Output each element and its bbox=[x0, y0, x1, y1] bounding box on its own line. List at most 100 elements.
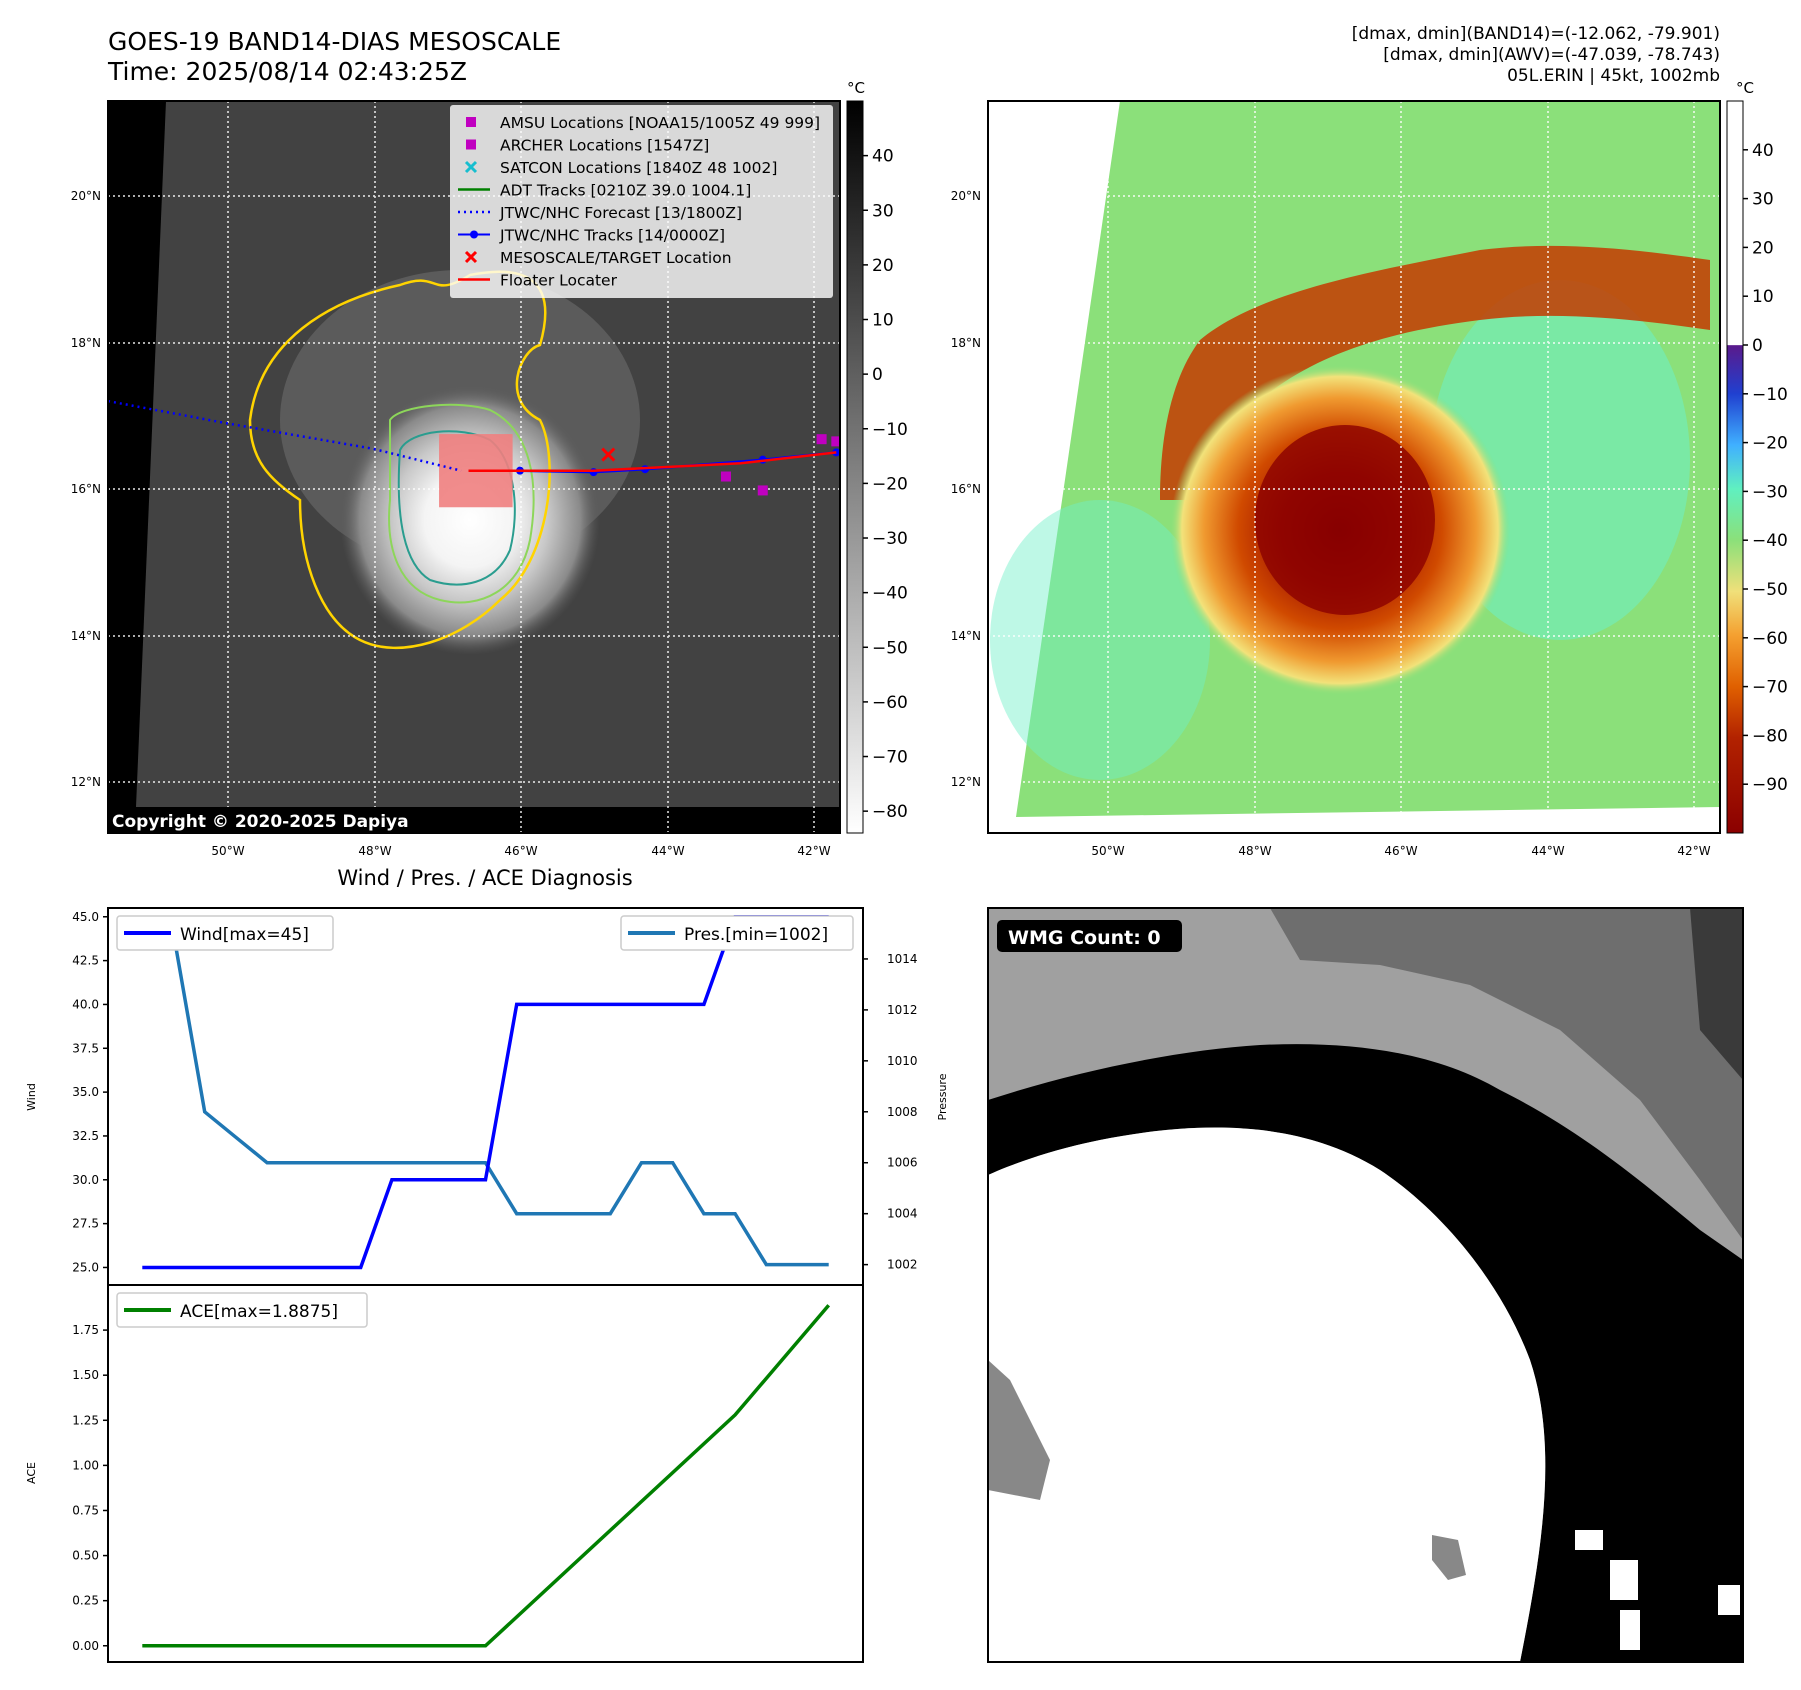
colorbar-gray-tick-label: −70 bbox=[872, 748, 908, 768]
pressure-tick-label: 1004 bbox=[887, 1207, 918, 1221]
wind-tick-label: 42.5 bbox=[72, 954, 99, 968]
legend-label: JTWC/NHC Forecast [13/1800Z] bbox=[499, 204, 742, 222]
ace-series-line bbox=[142, 1304, 831, 1648]
lon-tick-label: 50°W bbox=[1091, 844, 1124, 858]
wmg-black-band bbox=[988, 1044, 1743, 1662]
colorbar-gray-tick-label: −10 bbox=[872, 420, 908, 440]
wind-pressure-chart: 45.0 42.5 40.0 37.5 35.0 32.5 30.0 27.5 25.0 1014… bbox=[25, 907, 949, 1286]
wind-series-line bbox=[142, 915, 829, 1270]
colorbar-color-tick-label: −50 bbox=[1752, 580, 1788, 600]
ace-tick-label: 0.75 bbox=[72, 1503, 99, 1517]
lat-tick-label: 20°N bbox=[71, 189, 101, 203]
colorbar-color-tick-label: −40 bbox=[1752, 531, 1788, 551]
colorbar-color-tick-label: −10 bbox=[1752, 385, 1788, 405]
wind-chart-frame bbox=[107, 907, 864, 1286]
lat-tick-label: 12°N bbox=[71, 775, 101, 789]
wind-tick-label: 25.0 bbox=[72, 1260, 99, 1274]
figure-title: GOES-19 BAND14-DIAS MESOSCALE bbox=[108, 27, 561, 56]
wmg-white-fleck bbox=[1620, 1610, 1640, 1650]
lon-tick-label: 48°W bbox=[1238, 844, 1271, 858]
ace-tick-label: 1.75 bbox=[72, 1323, 99, 1337]
colorbar-color-tick-label: −80 bbox=[1752, 726, 1788, 746]
legend-item: AMSU Locations [NOAA15/1005Z 49 999] bbox=[466, 114, 820, 132]
ace-tick-label: 1.25 bbox=[72, 1413, 99, 1427]
wmg-white-fleck bbox=[1718, 1585, 1740, 1615]
colorbar-color-tick-label: −20 bbox=[1752, 434, 1788, 454]
pressure-axis-label: Pressure bbox=[936, 1073, 949, 1120]
pressure-tick-label: 1010 bbox=[887, 1054, 918, 1068]
lat-tick-label: 18°N bbox=[71, 336, 101, 350]
legend-label: SATCON Locations [1840Z 48 1002] bbox=[500, 159, 777, 177]
colorbar-gray-tick-label: −80 bbox=[872, 802, 908, 822]
wmg-frame bbox=[987, 907, 1744, 1663]
lat-tick-label: 14°N bbox=[951, 629, 981, 643]
ace-tick-label: 0.00 bbox=[72, 1639, 99, 1653]
ace-tick-label: 1.00 bbox=[72, 1458, 99, 1472]
colorbar-color: °C 40 30 20 10 0 −10 −20 −30 −40 −50 −60 −70 −80 −90 bbox=[1726, 79, 1788, 834]
map-legend: AMSU Locations [NOAA15/1005Z 49 999] ARCH… bbox=[450, 105, 833, 298]
ace-tick-label: 0.50 bbox=[72, 1549, 99, 1563]
spiral-band-color bbox=[1160, 245, 1710, 500]
wmg-count-label: WMG Count: 0 bbox=[1008, 927, 1161, 949]
legend-item: Floater Locater bbox=[458, 272, 618, 290]
colorbar-gray-tick-label: −50 bbox=[872, 638, 908, 658]
legend-item: ARCHER Locations [1547Z] bbox=[466, 137, 709, 155]
moist-area-left bbox=[990, 500, 1210, 780]
amsu-archer-marker bbox=[720, 471, 731, 482]
ace-tick-label: 0.25 bbox=[72, 1594, 99, 1608]
wind-legend: Wind[max=45] bbox=[116, 915, 334, 951]
lon-tick-label: 48°W bbox=[358, 844, 391, 858]
wmg-count-badge bbox=[997, 920, 1182, 952]
wind-legend-box bbox=[116, 915, 334, 951]
map-band14-tracks bbox=[108, 399, 840, 508]
wmg-white-fleck bbox=[1610, 1560, 1638, 1600]
legend-square-icon bbox=[466, 139, 476, 150]
colorbar-color-tick-label: 40 bbox=[1752, 141, 1774, 161]
pressure-legend-label: Pres.[min=1002] bbox=[684, 925, 828, 945]
colorbar-gray-tick-label: 10 bbox=[872, 311, 894, 331]
lat-tick-label: 14°N bbox=[71, 629, 101, 643]
lon-tick-label: 44°W bbox=[651, 844, 684, 858]
colorbar-gray: °C 40 30 20 10 0 −10 −20 −30 −40 −50 −60 −70 −80 bbox=[846, 79, 908, 834]
lon-tick-label: 46°W bbox=[1384, 844, 1417, 858]
wmg-dark-gray-region bbox=[1270, 908, 1743, 1240]
legend-x-icon bbox=[464, 160, 478, 174]
colorbar-color-tick-label: 0 bbox=[1752, 336, 1763, 356]
colorbar-gray-tick-label: −60 bbox=[872, 693, 908, 713]
floater-track-line bbox=[468, 451, 837, 472]
amsu-archer-marker bbox=[757, 485, 768, 496]
legend-label: JTWC/NHC Tracks [14/0000Z] bbox=[499, 227, 725, 245]
legend-x-icon bbox=[464, 250, 478, 264]
stats-band14: [dmax, dmin](BAND14)=(-12.062, -79.901) bbox=[1352, 24, 1720, 44]
legend-item: ADT Tracks [0210Z 39.0 1004.1] bbox=[458, 182, 751, 200]
ace-legend-label: ACE[max=1.8875] bbox=[180, 1302, 338, 1322]
colorbar-color-tick-label: −70 bbox=[1752, 678, 1788, 698]
lon-tick-label: 42°W bbox=[797, 844, 830, 858]
legend-item: JTWC/NHC Tracks [14/0000Z] bbox=[458, 227, 725, 245]
stats-awv: [dmax, dmin](AWV)=(-47.039, -78.743) bbox=[1383, 45, 1720, 65]
colorbar-gray-unit: °C bbox=[847, 79, 865, 97]
lat-tick-label: 16°N bbox=[951, 482, 981, 496]
legend-square-icon bbox=[466, 117, 476, 127]
ace-tick-label: 1.50 bbox=[72, 1368, 99, 1382]
legend-label: AMSU Locations [NOAA15/1005Z 49 999] bbox=[500, 114, 820, 132]
colorbar-color-tick-label: 30 bbox=[1752, 190, 1774, 210]
contour-green bbox=[388, 403, 535, 604]
figure-time: Time: 2025/08/14 02:43:25Z bbox=[107, 57, 467, 86]
pressure-tick-label: 1002 bbox=[887, 1258, 918, 1272]
lat-tick-label: 18°N bbox=[951, 336, 981, 350]
wmg-white-fleck bbox=[1575, 1530, 1603, 1550]
wind-tick-label: 30.0 bbox=[72, 1173, 99, 1187]
colorbar-gray-tick-label: 40 bbox=[872, 147, 894, 167]
wind-tick-label: 32.5 bbox=[72, 1129, 99, 1143]
map-awv-panel: 50°W 48°W 46°W 44°W 42°W 20°N 18°N 16°N … bbox=[951, 100, 1721, 858]
pressure-tick-label: 1012 bbox=[887, 1003, 918, 1017]
lon-tick-label: 50°W bbox=[211, 844, 244, 858]
amsu-archer-marker bbox=[831, 436, 840, 447]
colorbar-gray-tick-label: −40 bbox=[872, 584, 908, 604]
chart-title: Wind / Pres. / ACE Diagnosis bbox=[337, 866, 632, 890]
wind-tick-label: 45.0 bbox=[72, 910, 99, 924]
colorbar-gray-tick-label: 30 bbox=[872, 201, 894, 221]
wind-axis-label: Wind bbox=[25, 1083, 38, 1111]
wind-tick-label: 27.5 bbox=[72, 1217, 99, 1231]
